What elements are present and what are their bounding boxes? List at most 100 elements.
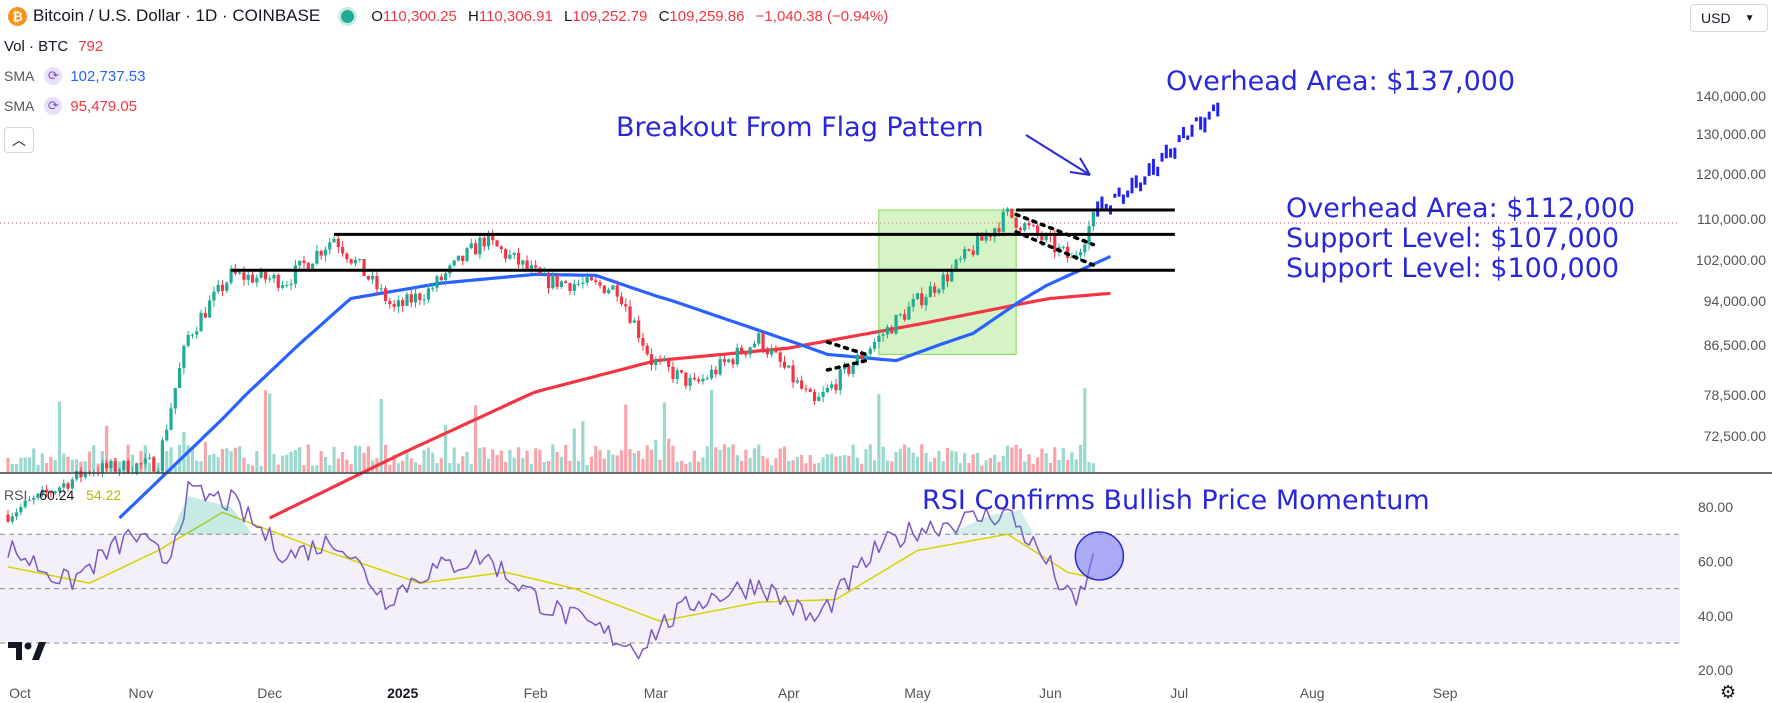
candle-body [529,265,533,269]
volume-bar [268,393,272,472]
candle-body [280,285,285,288]
gear-icon[interactable]: ⚙ [1720,682,1737,702]
candle-body [697,379,701,382]
projection-bar [1164,144,1168,159]
annotation-overhead-137: Overhead Area: $137,000 [1166,66,1515,97]
volume-bar [280,455,285,472]
volume-bar [293,450,298,472]
volume-bar [542,461,546,472]
price-tick-label: 72,500.00 [1704,428,1766,444]
collapse-legend-button[interactable]: ︿ [4,127,34,153]
candle-body [890,327,894,334]
candle-body [306,262,310,269]
volume-bar [851,444,855,472]
volume-bar [315,465,319,472]
candle-body [920,293,924,306]
volume-bar [705,446,709,472]
volume-bar [246,464,250,472]
candle-body [40,489,44,494]
candle-body [512,252,516,255]
candle-body [1036,225,1040,235]
volume-bar [860,463,864,472]
volume-bars [6,388,1095,472]
volume-bar [349,464,353,472]
volume-bar [117,461,122,472]
candle-body [508,254,512,259]
symbol-title[interactable]: Bitcoin / U.S. Dollar · 1D · COINBASE [33,6,321,25]
cycle-icon[interactable]: ⟳ [44,67,63,85]
candle-body [572,284,576,291]
rsi-legend[interactable]: RSI 60.24 54.22 [4,487,121,503]
cycle-icon[interactable]: ⟳ [44,97,63,115]
volume-bar [289,451,293,472]
low-value: 109,252.79 [572,7,648,25]
candle-body [203,312,207,318]
price-tick-label: 86,500.00 [1704,337,1766,353]
volume-bar [697,461,701,472]
candle-body [735,347,739,365]
candle-body [933,286,937,293]
volume-bar [474,405,478,472]
currency-select[interactable]: USD ▼ [1690,4,1768,32]
sma-slow-legend[interactable]: SMA ⟳ 95,479.05 [4,97,137,115]
rsi-overbought-fill [947,509,1034,535]
volume-bar [298,447,302,472]
volume-bar [1087,462,1091,472]
volume-bar [165,451,169,472]
market-status-icon [338,6,358,26]
candle-body [75,470,79,480]
sma-fast-legend[interactable]: SMA ⟳ 102,737.53 [4,67,145,85]
volume-bar [27,457,32,472]
volume-bar [242,457,246,472]
volume-legend[interactable]: Vol · BTC 792 [4,38,103,55]
volume-bar [988,457,993,472]
candle-body [105,463,109,469]
candle-body [1023,223,1027,231]
candle-body [199,312,203,332]
volume-bar [757,444,761,472]
candle-body [1061,246,1065,248]
candle-body [984,235,988,241]
volume-bar [838,456,842,472]
candle-body [156,471,160,473]
projection-bar [1104,203,1108,209]
volume-bar [439,458,443,472]
volume-bar [628,449,632,472]
projection-bar [1203,117,1207,133]
tradingview-logo-icon[interactable] [8,640,48,662]
time-tick-label: Jun [1039,685,1062,701]
currency-value: USD [1701,10,1731,26]
candle-body [409,294,413,303]
candle-body [812,391,817,402]
volume-bar [735,455,739,472]
candle-body [495,240,499,247]
candle-body [379,288,383,290]
candle-body [928,286,932,298]
candle-body [667,359,671,367]
candle-body [787,365,791,368]
volume-bar [915,456,920,472]
candle-body [671,366,675,379]
candle-body [122,460,126,470]
volume-bar [1070,452,1074,472]
volume-bar [66,456,70,472]
candle-body [443,273,448,281]
volume-bar [727,447,731,472]
volume-bar [722,444,727,472]
volume-bar [225,448,229,472]
volume-bar [787,460,791,472]
candle-body [147,457,152,459]
candle-body [581,282,585,284]
candle-body [761,333,765,351]
volume-bar [954,451,958,472]
time-tick-label: Feb [524,685,548,701]
volume-bar [186,445,190,472]
candle-body [62,483,66,488]
volume-bar [23,457,27,472]
candle-body [452,260,456,266]
candle-body [860,354,864,359]
volume-bar [688,461,692,472]
volume-bar [70,459,74,472]
candle-body [907,306,911,320]
